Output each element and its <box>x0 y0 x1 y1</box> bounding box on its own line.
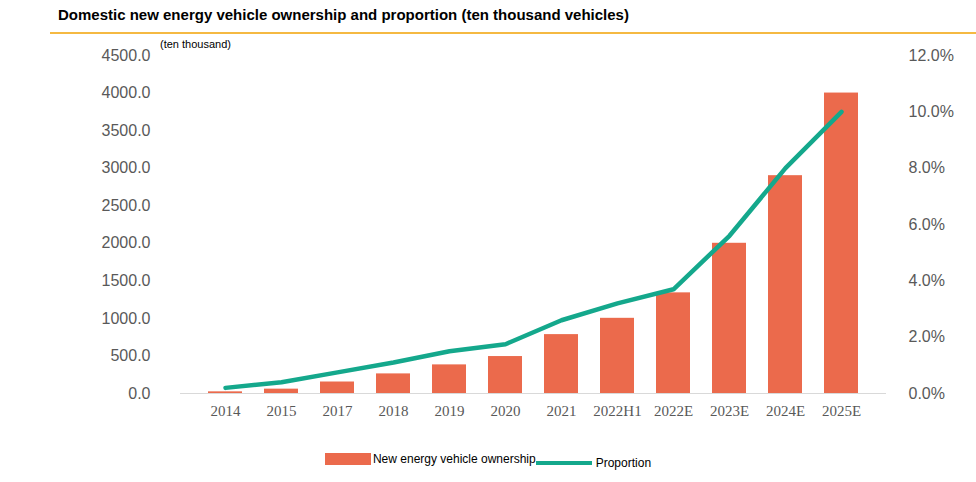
html-text:Proportion: Proportion <box>595 456 652 470</box>
svg-text:2015: 2015 <box>267 403 297 419</box>
svg-text:2025E: 2025E <box>822 403 861 419</box>
svg-text:4500.0: 4500.0 <box>102 47 151 64</box>
svg-text:2014: 2014 <box>211 403 242 419</box>
html-text:(ten thousand): (ten thousand) <box>160 38 231 50</box>
svg-text:2022E: 2022E <box>654 403 693 419</box>
svg-text:2500.0: 2500.0 <box>102 197 151 214</box>
svg-text:4.0%: 4.0% <box>909 272 945 289</box>
svg-text:2018: 2018 <box>379 403 409 419</box>
svg-text:2023E: 2023E <box>710 403 749 419</box>
html-text:Domestic new energy vehicle ow: Domestic new energy vehicle ownership an… <box>58 6 629 23</box>
svg-text:2021: 2021 <box>547 403 577 419</box>
svg-text:1500.0: 1500.0 <box>102 272 151 289</box>
svg-text:3000.0: 3000.0 <box>102 159 151 176</box>
svg-text:2000.0: 2000.0 <box>102 234 151 251</box>
svg-text:10.0%: 10.0% <box>909 103 954 120</box>
svg-text:0.0: 0.0 <box>128 385 150 402</box>
svg-text:12.0%: 12.0% <box>909 47 954 64</box>
svg-text:2019: 2019 <box>435 403 465 419</box>
svg-text:500.0: 500.0 <box>110 347 150 364</box>
svg-text:2024E: 2024E <box>766 403 805 419</box>
svg-text:3500.0: 3500.0 <box>102 122 151 139</box>
svg-text:8.0%: 8.0% <box>909 159 945 176</box>
svg-text:2017: 2017 <box>323 403 354 419</box>
html-text:New energy vehicle ownership: New energy vehicle ownership <box>372 452 536 466</box>
svg-text:2022H1: 2022H1 <box>593 403 641 419</box>
svg-text:2020: 2020 <box>491 403 521 419</box>
svg-text:4000.0: 4000.0 <box>102 84 151 101</box>
svg-text:1000.0: 1000.0 <box>102 310 151 327</box>
svg-text:0.0%: 0.0% <box>909 385 945 402</box>
svg-text:6.0%: 6.0% <box>909 216 945 233</box>
svg-text:2.0%: 2.0% <box>909 328 945 345</box>
